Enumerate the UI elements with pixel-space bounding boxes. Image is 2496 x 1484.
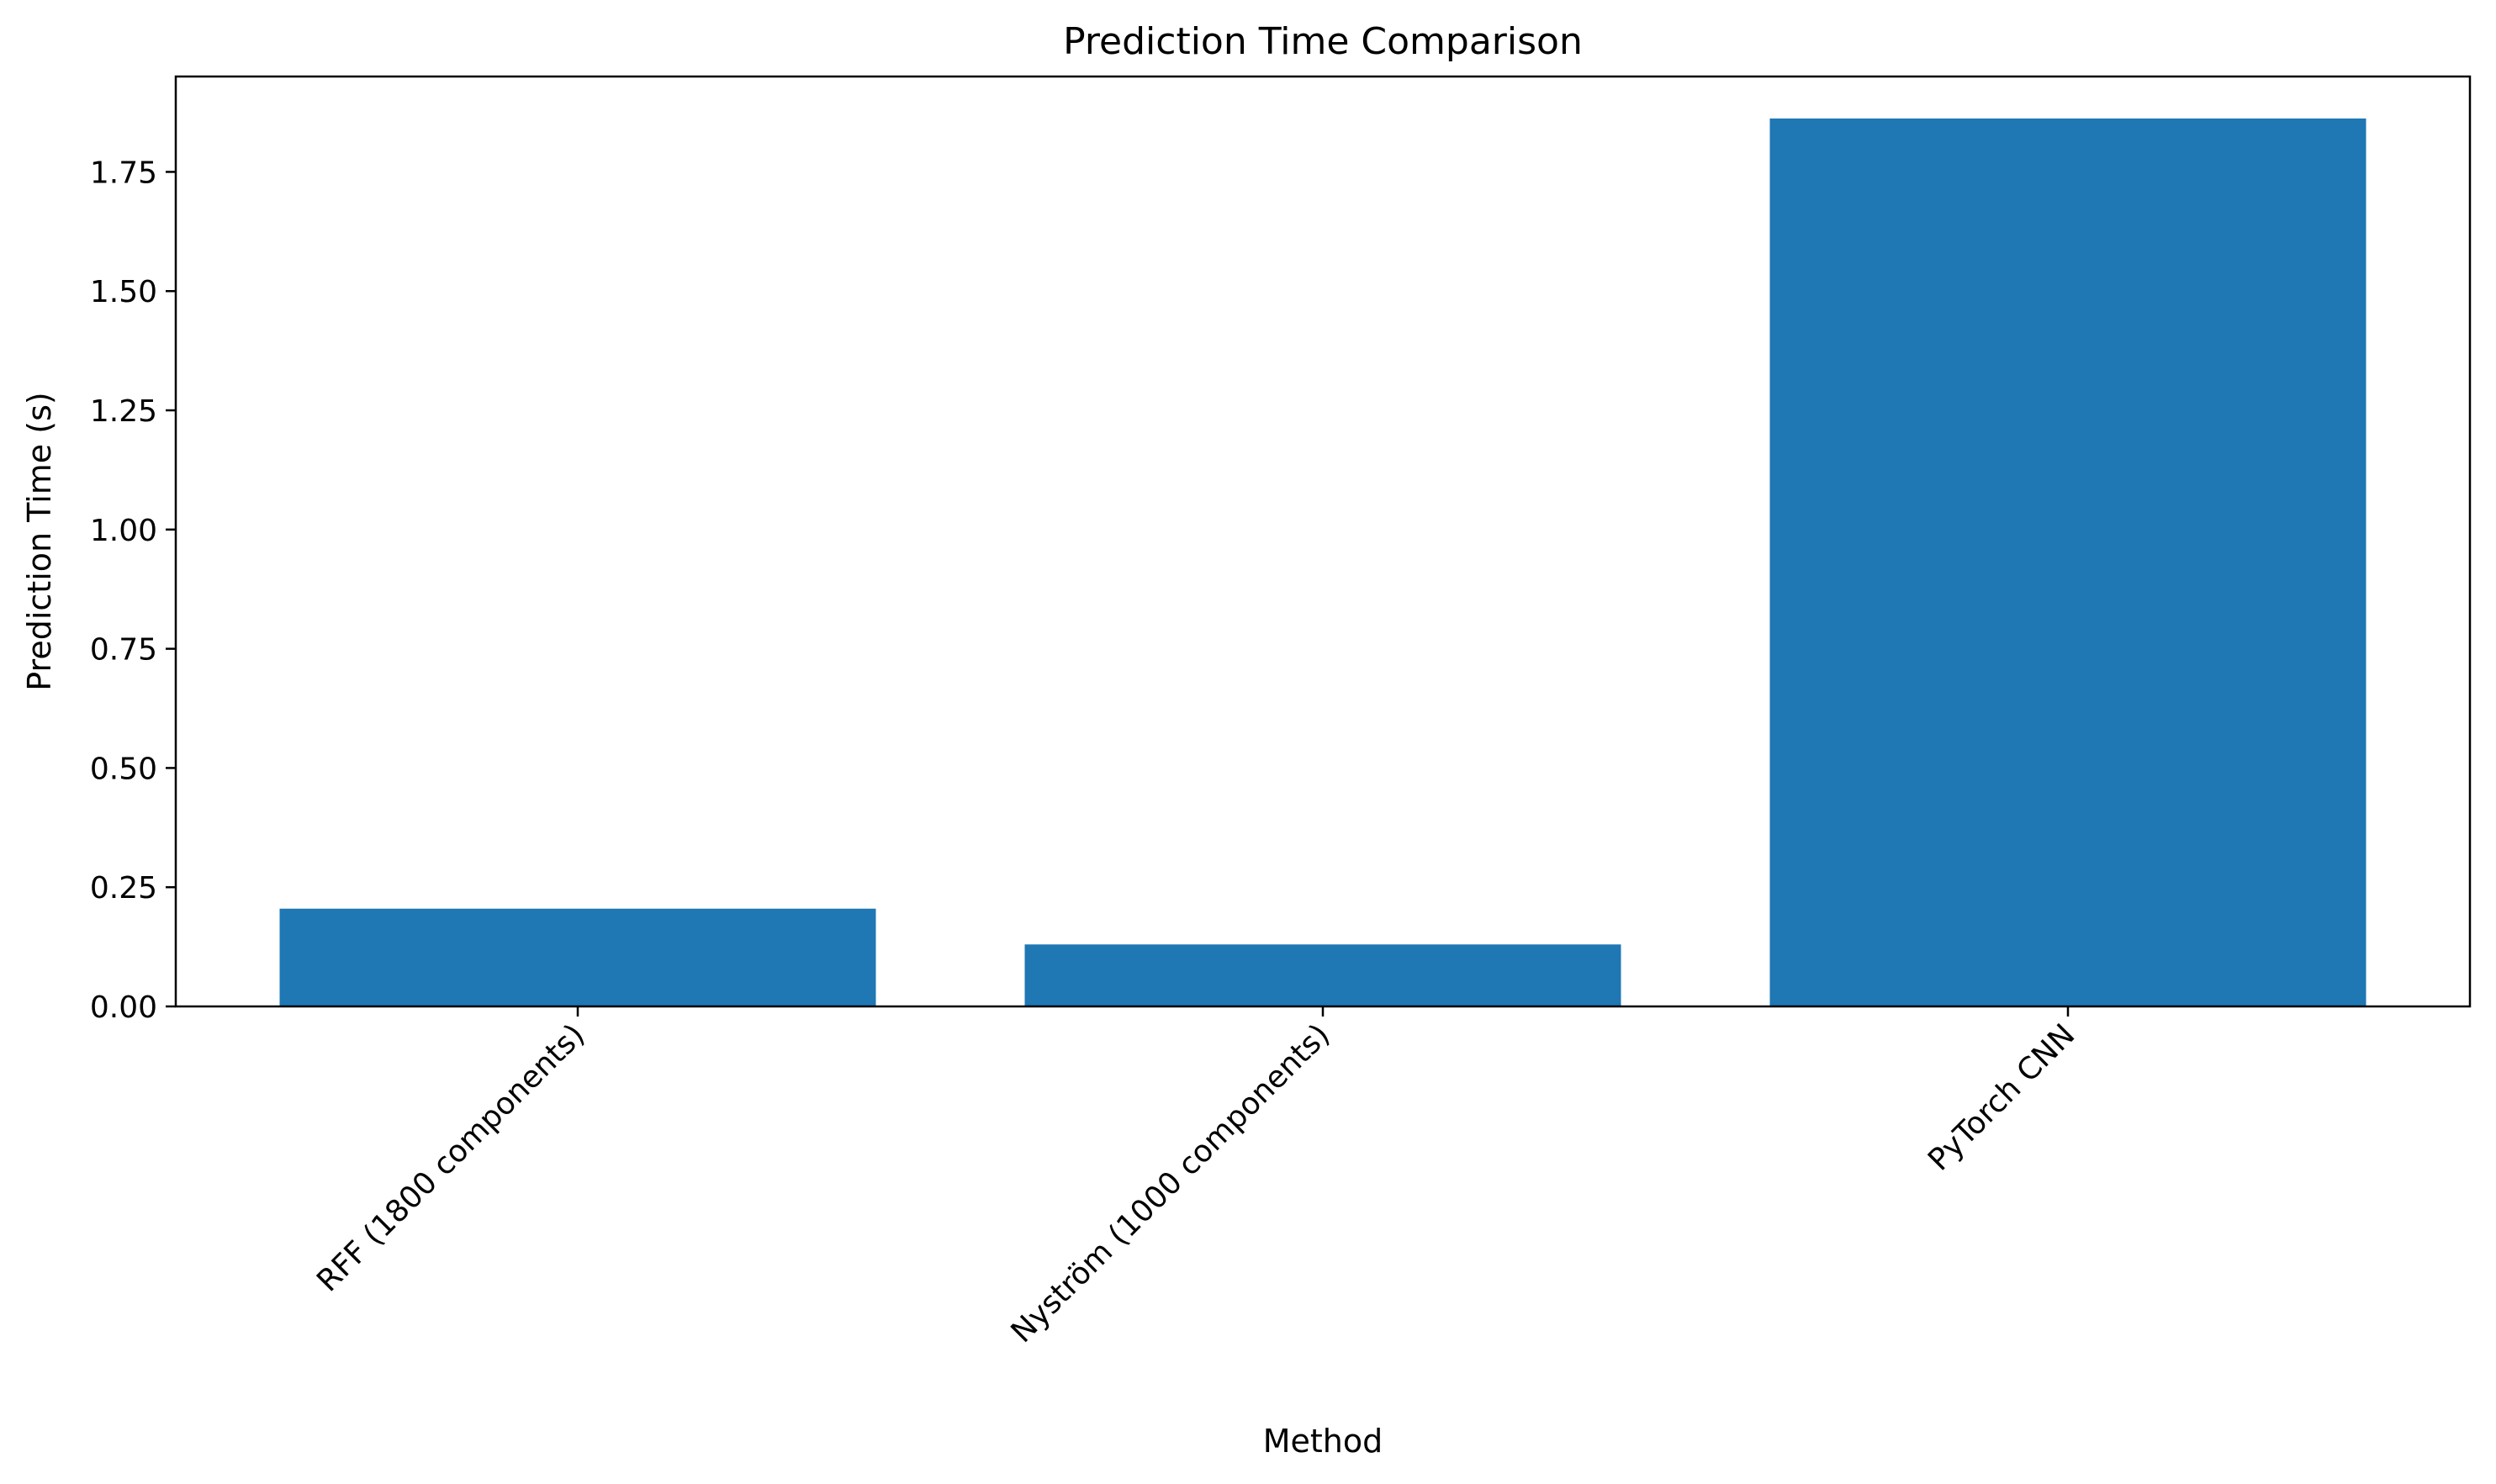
- y-axis-label: Prediction Time (s): [21, 392, 58, 690]
- y-tick-label-2: 0.50: [90, 752, 157, 786]
- x-axis-ticks: RFF (1800 components) Nyström (1000 compo…: [310, 1006, 2081, 1349]
- y-tick-label-7: 1.75: [90, 156, 157, 190]
- y-tick-label-6: 1.50: [90, 275, 157, 309]
- y-tick-label-4: 1.00: [90, 514, 157, 548]
- x-tick-label-2: PyTorch CNN: [1922, 1017, 2081, 1177]
- bar-0: [279, 908, 876, 1006]
- x-axis-label: Method: [1263, 1423, 1383, 1460]
- y-axis-ticks: 0.00 0.25 0.50 0.75 1.00 1.25 1.50 1.75: [90, 156, 176, 1025]
- y-tick-label-5: 1.25: [90, 394, 157, 429]
- y-tick-label-1: 0.25: [90, 871, 157, 906]
- y-tick-label-3: 0.75: [90, 633, 157, 668]
- bar-2: [1769, 118, 2366, 1007]
- y-tick-label-0: 0.00: [90, 990, 157, 1025]
- x-tick-label-1: Nyström (1000 components): [1005, 1017, 1337, 1349]
- x-tick-label-0: RFF (1800 components): [310, 1017, 591, 1298]
- bar-1: [1024, 944, 1621, 1006]
- chart-title: Prediction Time Comparison: [1063, 20, 1583, 63]
- plot-frame: [174, 75, 2472, 1008]
- bars-group: [279, 118, 2366, 1007]
